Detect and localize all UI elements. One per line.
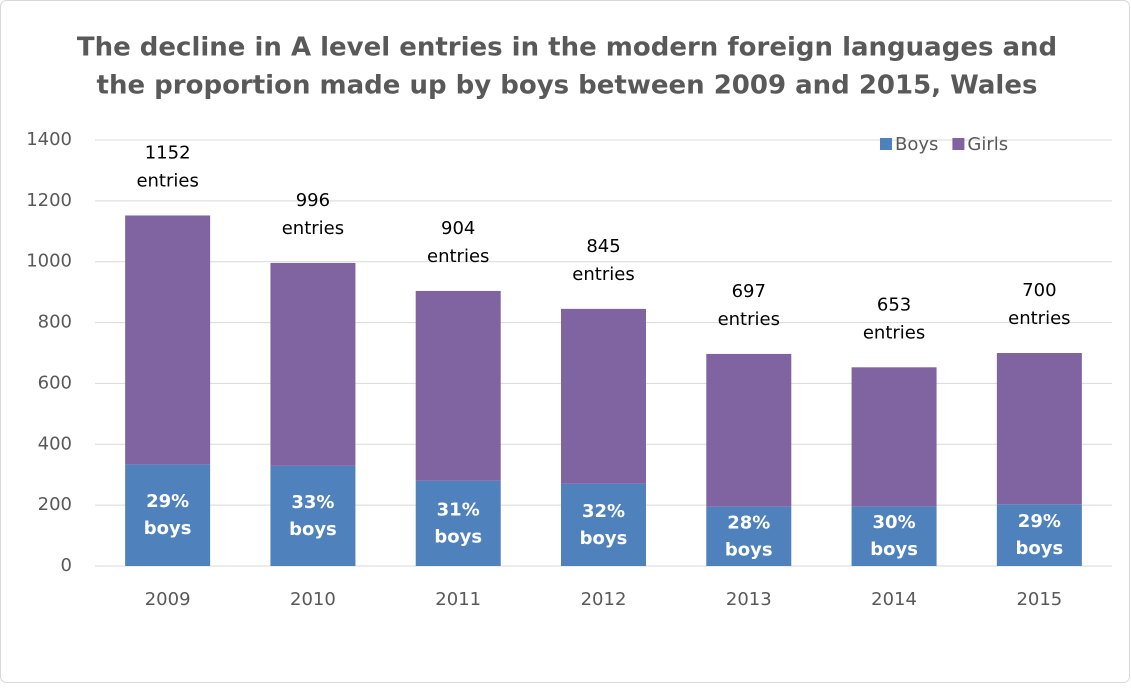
x-tick-label: 2014 [871, 589, 917, 610]
total-label: 996 [296, 190, 330, 211]
boys-label: 31% [437, 499, 480, 520]
legend-label: Boys [895, 134, 938, 155]
bar-segment [415, 480, 501, 566]
x-tick-label: 2011 [435, 589, 481, 610]
y-tick-label: 400 [38, 433, 72, 454]
total-label: 700 [1022, 280, 1056, 301]
boys-label: boys [289, 519, 337, 540]
bar-segment [561, 483, 646, 566]
y-tick-label: 600 [38, 372, 72, 393]
boys-label: boys [725, 539, 773, 560]
total-label: 845 [586, 236, 620, 257]
boys-label: 29% [146, 491, 189, 512]
boys-label: 28% [727, 512, 770, 533]
y-tick-label: 0 [61, 555, 72, 576]
boys-label: 33% [291, 492, 334, 513]
total-label: entries [427, 246, 489, 267]
total-label: entries [718, 309, 780, 330]
bar-segment [125, 215, 211, 465]
boys-label: boys [434, 526, 482, 547]
total-label: 653 [877, 294, 911, 315]
y-tick-label: 1400 [26, 129, 72, 150]
bar-segment [415, 290, 501, 481]
total-label: 1152 [145, 142, 191, 163]
boys-label: 32% [582, 501, 625, 522]
y-tick-label: 200 [38, 494, 72, 515]
bar-segment [996, 353, 1082, 505]
total-label: 904 [441, 218, 475, 239]
legend-swatch [880, 138, 892, 150]
x-tick-label: 2012 [581, 589, 627, 610]
bar-segment [851, 367, 937, 507]
x-tick-label: 2013 [726, 589, 772, 610]
bar-segment [561, 308, 646, 484]
boys-label: boys [870, 539, 918, 560]
bar-segment [125, 464, 211, 566]
y-tick-label: 800 [38, 312, 72, 333]
boys-label: boys [580, 528, 628, 549]
x-tick-label: 2015 [1016, 589, 1062, 610]
boys-label: 30% [873, 512, 916, 533]
x-tick-label: 2010 [290, 589, 336, 610]
chart-title: The decline in A level entries in the mo… [77, 33, 1057, 63]
boys-label: boys [1016, 538, 1064, 559]
bar-segment [996, 504, 1082, 566]
total-label: entries [863, 322, 925, 343]
legend-swatch [952, 138, 965, 150]
total-label: entries [282, 218, 344, 239]
y-tick-label: 1200 [26, 190, 72, 211]
chart-title: the proportion made up by boys between 2… [97, 71, 1038, 101]
bar-segment [706, 506, 792, 566]
total-label: entries [572, 264, 634, 285]
boys-label: 29% [1018, 511, 1061, 532]
total-label: entries [136, 170, 198, 191]
legend-label: Girls [967, 134, 1008, 155]
y-tick-label: 1000 [26, 251, 72, 272]
bar-segment [270, 262, 356, 466]
bar-segment [851, 506, 937, 566]
bar-segment [270, 465, 356, 566]
bar-segment [706, 353, 792, 507]
boys-label: boys [144, 518, 192, 539]
total-label: 697 [732, 281, 766, 302]
total-label: entries [1008, 308, 1070, 329]
x-tick-label: 2009 [145, 589, 191, 610]
